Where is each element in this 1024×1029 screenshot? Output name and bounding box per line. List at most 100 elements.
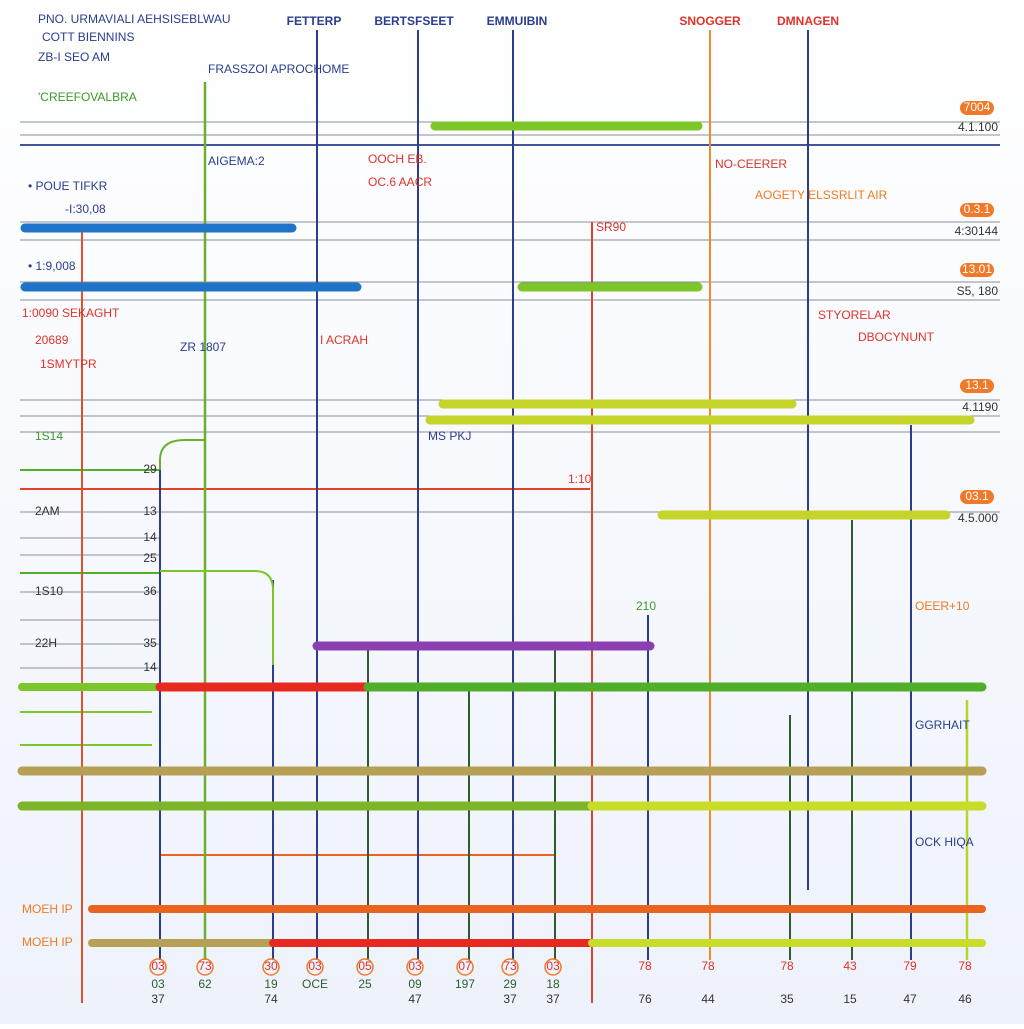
column-label: DMNAGEN: [777, 14, 839, 28]
bottom-dot: [149, 958, 167, 976]
annotation: 1:0090 SEKAGHT: [22, 306, 120, 320]
annotation: GGRHAIT: [915, 718, 970, 732]
bottom-label: 35: [780, 992, 794, 1006]
annotation: -I:30,08: [65, 202, 106, 216]
bottom-label: 78: [701, 959, 715, 973]
left-number: 35: [143, 636, 157, 650]
right-value: S5, 180: [957, 284, 999, 298]
annotation: STYORELAR: [818, 308, 891, 322]
annotation: MOEH IP: [22, 935, 73, 949]
bottom-label: 19: [264, 977, 278, 991]
right-value: 4.1.100: [958, 120, 998, 134]
annotation: AOGETY ELSSRLIT AIR: [755, 188, 888, 202]
annotation: I ACRAH: [320, 333, 368, 347]
left-number: 14: [143, 530, 157, 544]
bottom-dot: [456, 958, 474, 976]
bottom-label: 44: [701, 992, 715, 1006]
bottom-label: 73: [198, 959, 212, 973]
bottom-label: 79: [903, 959, 917, 973]
bottom-label: 78: [958, 959, 972, 973]
badge-label: 03.1: [965, 489, 989, 503]
annotation: 20689: [35, 333, 69, 347]
right-value: 4.1190: [962, 400, 998, 414]
left-number: 14: [143, 660, 157, 674]
bottom-label: 73: [503, 959, 517, 973]
annotation: • POUE TIFKR: [28, 179, 108, 193]
annotation: 210: [636, 599, 656, 613]
timestamp: ZB-I SEO AM: [38, 50, 110, 64]
right-value: 4:30144: [955, 224, 999, 238]
title: PNO. URMAVIALI AEHSISEBLWAU: [38, 12, 231, 26]
bottom-label: 05: [358, 959, 372, 973]
bottom-label: 62: [198, 977, 212, 991]
bottom-dot: [356, 958, 374, 976]
bottom-label: 78: [638, 959, 652, 973]
left-number: 13: [143, 504, 157, 518]
badge: [960, 379, 994, 393]
annotation: OC.6 AACR: [368, 175, 432, 189]
bottom-label: 43: [843, 959, 857, 973]
annotation: MS PKJ: [428, 429, 471, 443]
bottom-label: 03: [151, 959, 165, 973]
left-label: 22H: [35, 636, 57, 650]
bottom-label: 25: [358, 977, 372, 991]
bottom-label: 74: [264, 992, 278, 1006]
bottom-label: 37: [151, 992, 165, 1006]
bottom-dot: [501, 958, 519, 976]
badge-label: 13.1: [965, 378, 989, 392]
annotation: 1SMYTPR: [40, 357, 97, 371]
bottom-label: 37: [546, 992, 560, 1006]
connector: [159, 439, 205, 470]
annotation: OEER+10: [915, 599, 970, 613]
column-label: BERTSFSEET: [374, 14, 454, 28]
annotation: DBOCYNUNT: [858, 330, 935, 344]
subtitle: COTT BIENNINS: [42, 30, 134, 44]
bottom-label: 46: [958, 992, 972, 1006]
badge-label: 13.01: [962, 262, 992, 276]
annotation: 'CREEFOVALBRA: [38, 90, 137, 104]
column-label: FETTERP: [287, 14, 342, 28]
annotation: • 1:9,008: [28, 259, 76, 273]
bottom-label: 03: [546, 959, 560, 973]
right-value: 4.5.000: [958, 511, 998, 525]
bottom-label: 07: [458, 959, 472, 973]
bottom-dot: [306, 958, 324, 976]
bottom-dot: [406, 958, 424, 976]
bottom-label: 03: [408, 959, 422, 973]
annotation: ZR 1807: [180, 340, 226, 354]
badge-label: 0.3.1: [964, 202, 991, 216]
bottom-label: 29: [503, 977, 517, 991]
annotation: 1:10: [568, 472, 592, 486]
bottom-dot: [262, 958, 280, 976]
bottom-label: 15: [843, 992, 857, 1006]
left-number: 25: [143, 551, 157, 565]
column-label: SNOGGER: [679, 14, 741, 28]
bottom-label: 37: [503, 992, 517, 1006]
bottom-label: 03: [308, 959, 322, 973]
annotation: NO-CEERER: [715, 157, 787, 171]
bottom-label: 09: [408, 977, 422, 991]
annotation: AIGEMA:2: [208, 154, 265, 168]
bottom-dot: [196, 958, 214, 976]
bottom-label: 78: [780, 959, 794, 973]
bottom-label: 47: [408, 992, 422, 1006]
bottom-label: 197: [455, 977, 475, 991]
badge: [960, 263, 994, 277]
annotation: OCK HIQA: [915, 835, 974, 849]
badge: [960, 203, 994, 217]
column-label: EMMUIBIN: [487, 14, 548, 28]
annotation: OOCH EB.: [368, 152, 427, 166]
left-label: 2AM: [35, 504, 60, 518]
badge: [960, 490, 994, 504]
connector: [160, 570, 274, 665]
left-number: 36: [143, 584, 157, 598]
bottom-dot: [544, 958, 562, 976]
left-number: 29: [143, 462, 157, 476]
bottom-label: OCE: [302, 977, 328, 991]
badge-label: 7004: [964, 100, 991, 114]
left-label: 1S14: [35, 429, 63, 443]
bottom-label: 18: [546, 977, 560, 991]
annotation: FRASSZOI APROCHOME: [208, 62, 349, 76]
bottom-label: 03: [151, 977, 165, 991]
annotation: SR90: [596, 220, 626, 234]
